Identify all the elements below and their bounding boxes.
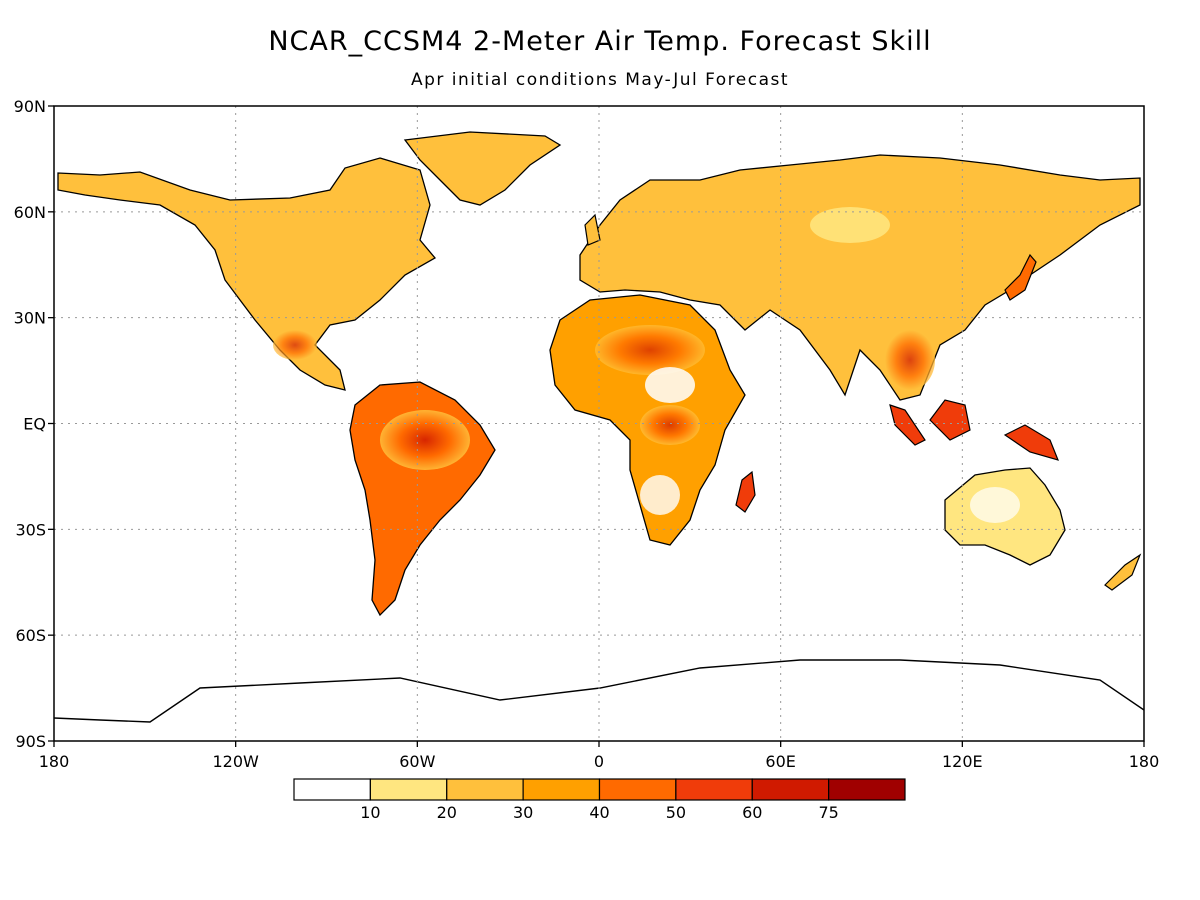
colorbar-swatch bbox=[293, 778, 371, 801]
madagascar-landmass bbox=[735, 470, 756, 513]
southern-africa-lowspot bbox=[640, 475, 680, 515]
antarctica-coastline bbox=[54, 659, 1144, 723]
new-guinea-landmass bbox=[1003, 424, 1060, 461]
colorbar-label: 20 bbox=[437, 803, 457, 822]
new-zealand-landmass bbox=[1104, 553, 1142, 591]
continents bbox=[54, 131, 1144, 723]
colorbar-label: 60 bbox=[742, 803, 762, 822]
lon-tick-label: 180 bbox=[1129, 752, 1160, 771]
colorbar-swatch bbox=[675, 778, 753, 801]
congo-hotspot bbox=[640, 405, 700, 445]
lat-tick-label: 30N bbox=[14, 309, 46, 328]
lat-tick-label: 90N bbox=[14, 97, 46, 116]
siberia-lowspot bbox=[810, 207, 890, 243]
greenland-landmass bbox=[403, 131, 562, 206]
map-gridlines bbox=[54, 106, 1144, 741]
lon-tick-label: 0 bbox=[594, 752, 604, 771]
lat-tick-label: 60N bbox=[14, 203, 46, 222]
colorbar-swatch bbox=[828, 778, 906, 801]
sahara-hotspot bbox=[595, 325, 705, 375]
colorbar-label: 50 bbox=[666, 803, 686, 822]
lat-tick-label: 90S bbox=[15, 732, 46, 751]
australia-lowspot bbox=[970, 487, 1020, 523]
sahel-lowspot bbox=[645, 367, 695, 403]
british-isles-landmass bbox=[584, 213, 601, 246]
lat-tick-label: 30S bbox=[15, 520, 46, 539]
colorbar-label: 75 bbox=[818, 803, 838, 822]
colorbar-swatch bbox=[598, 778, 677, 801]
colorbar-swatch bbox=[446, 778, 524, 801]
lon-tick-label: 60W bbox=[399, 752, 435, 771]
colorbar-swatch bbox=[522, 778, 601, 801]
indochina-hotspot bbox=[885, 330, 935, 390]
colorbar-swatch bbox=[369, 778, 448, 801]
japan-landmass bbox=[1004, 253, 1037, 301]
borneo-landmass bbox=[929, 399, 971, 441]
lon-tick-label: 120W bbox=[212, 752, 259, 771]
colorbar-label: 40 bbox=[589, 803, 609, 822]
map-title: NCAR_CCSM4 2-Meter Air Temp. Forecast Sk… bbox=[268, 26, 932, 57]
colorbar-label: 10 bbox=[360, 803, 380, 822]
lon-tick-label: 180 bbox=[39, 752, 70, 771]
map-subtitle: Apr initial conditions May-Jul Forecast bbox=[410, 70, 790, 90]
mexico-hotspot bbox=[273, 330, 317, 360]
lon-tick-label: 60E bbox=[765, 752, 795, 771]
eurasia-landmass bbox=[579, 154, 1141, 401]
colorbar-swatch bbox=[751, 778, 830, 801]
lat-tick-label: 60S bbox=[15, 626, 46, 645]
lon-tick-label: 120E bbox=[942, 752, 983, 771]
sumatra-landmass bbox=[889, 404, 926, 446]
lat-tick-label: EQ bbox=[23, 415, 46, 434]
colorbar: 10 20 30 40 50 60 75 bbox=[293, 778, 906, 822]
amazon-hotspot bbox=[380, 410, 470, 470]
north-america-landmass bbox=[57, 157, 436, 391]
colorbar-label: 30 bbox=[513, 803, 533, 822]
